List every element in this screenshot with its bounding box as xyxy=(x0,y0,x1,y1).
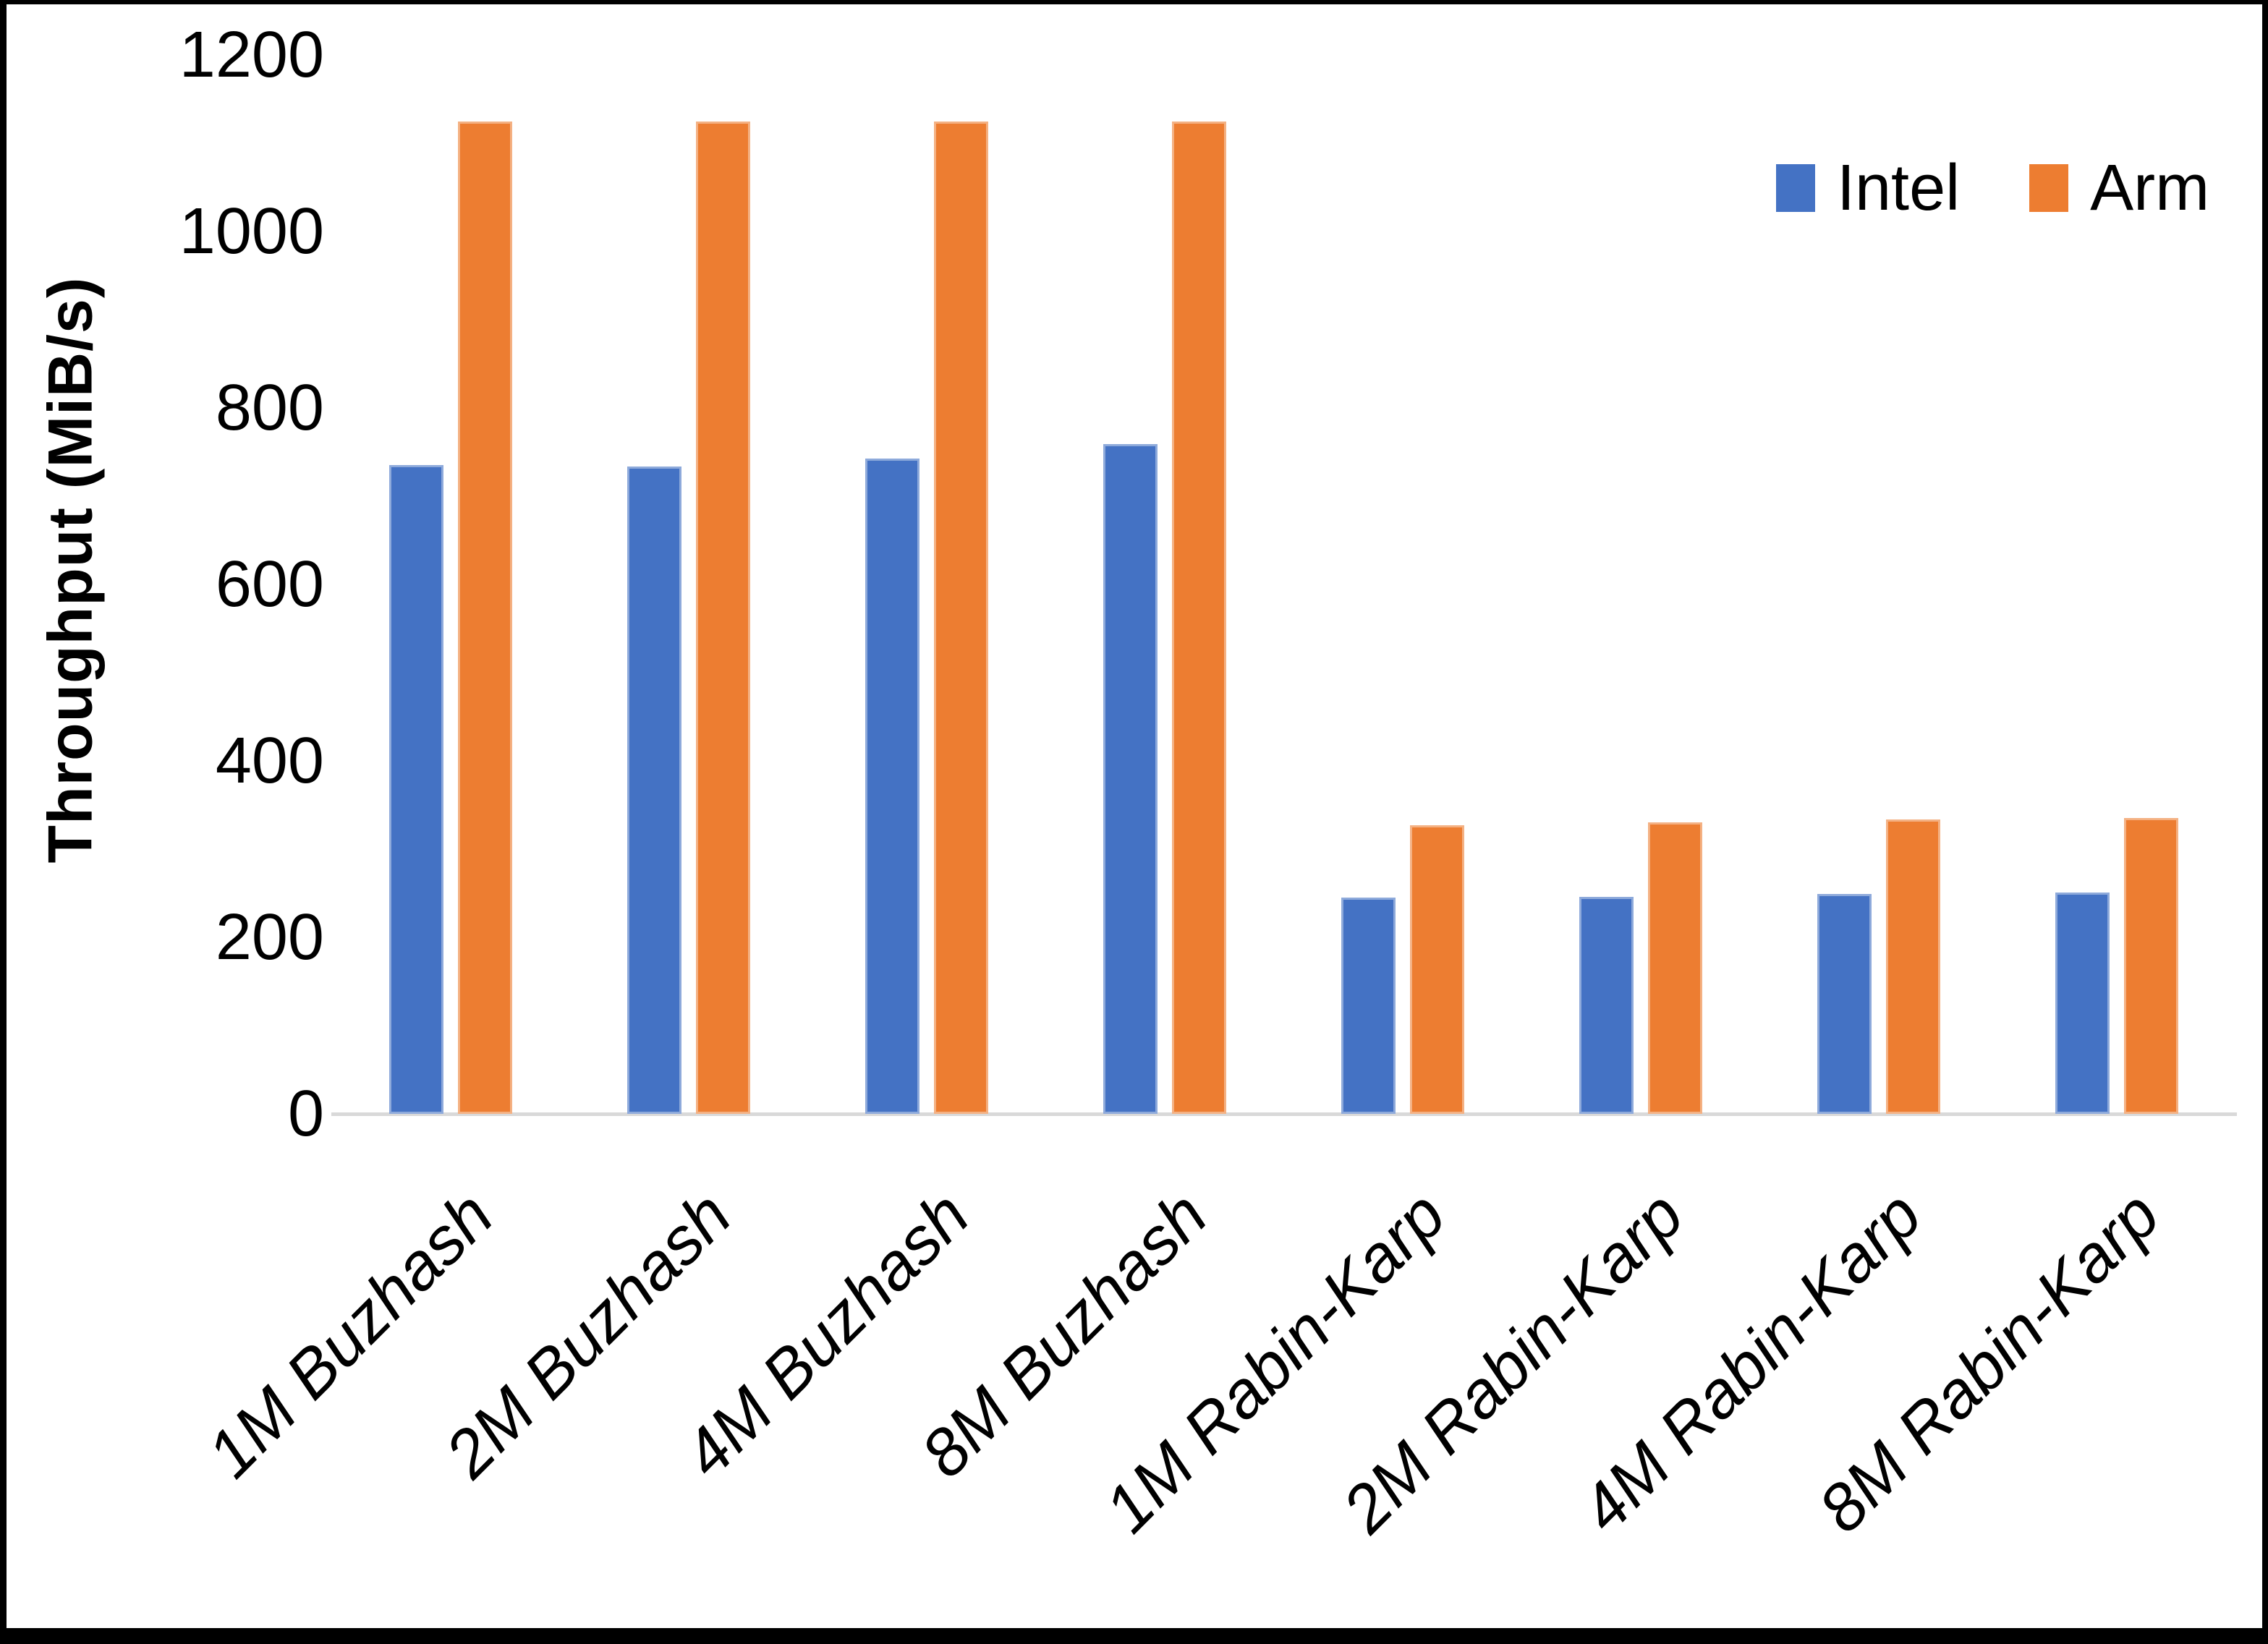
legend-item-arm: Arm xyxy=(2029,153,2209,223)
frame-right-border xyxy=(2262,0,2268,1644)
bar-arm-8m-rabin-karp xyxy=(2123,818,2178,1114)
bar-arm-4m-buzhash xyxy=(933,121,988,1114)
plot-area xyxy=(331,55,2235,1114)
frame-bottom-border xyxy=(0,1628,2268,1644)
legend-item-intel: Intel xyxy=(1776,153,1960,223)
bar-arm-1m-buzhash xyxy=(457,121,512,1114)
x-axis-line xyxy=(331,1112,2237,1116)
frame-left-border xyxy=(0,0,7,1644)
bar-arm-4m-rabin-karp xyxy=(1885,819,1940,1114)
legend-swatch-arm xyxy=(2029,164,2069,212)
y-tick-label-1000: 1000 xyxy=(179,195,324,268)
bar-intel-1m-buzhash xyxy=(388,465,443,1114)
legend-label-intel: Intel xyxy=(1837,152,1961,224)
y-tick-label-1200: 1200 xyxy=(179,19,324,91)
y-tick-label-800: 800 xyxy=(215,372,324,444)
legend-swatch-intel xyxy=(1776,164,1815,212)
bar-intel-4m-rabin-karp xyxy=(1817,894,1872,1114)
bar-intel-8m-rabin-karp xyxy=(2055,892,2110,1114)
y-tick-label-400: 400 xyxy=(215,725,324,797)
y-tick-label-0: 0 xyxy=(287,1078,324,1150)
bar-intel-4m-buzhash xyxy=(865,458,919,1114)
bar-arm-1m-rabin-karp xyxy=(1409,825,1464,1114)
bar-intel-1m-rabin-karp xyxy=(1341,898,1396,1114)
legend-label-arm: Arm xyxy=(2090,152,2210,224)
bar-arm-8m-buzhash xyxy=(1171,121,1226,1114)
bar-intel-2m-buzhash xyxy=(627,466,681,1114)
legend: Intel Arm xyxy=(1776,153,2209,223)
bar-intel-2m-rabin-karp xyxy=(1579,896,1634,1114)
bar-arm-2m-rabin-karp xyxy=(1647,822,1702,1114)
frame-top-border xyxy=(0,0,2268,4)
y-tick-label-200: 200 xyxy=(215,901,324,974)
y-tick-label-600: 600 xyxy=(215,548,324,621)
bar-intel-8m-buzhash xyxy=(1103,444,1158,1114)
bar-arm-2m-buzhash xyxy=(695,121,750,1114)
